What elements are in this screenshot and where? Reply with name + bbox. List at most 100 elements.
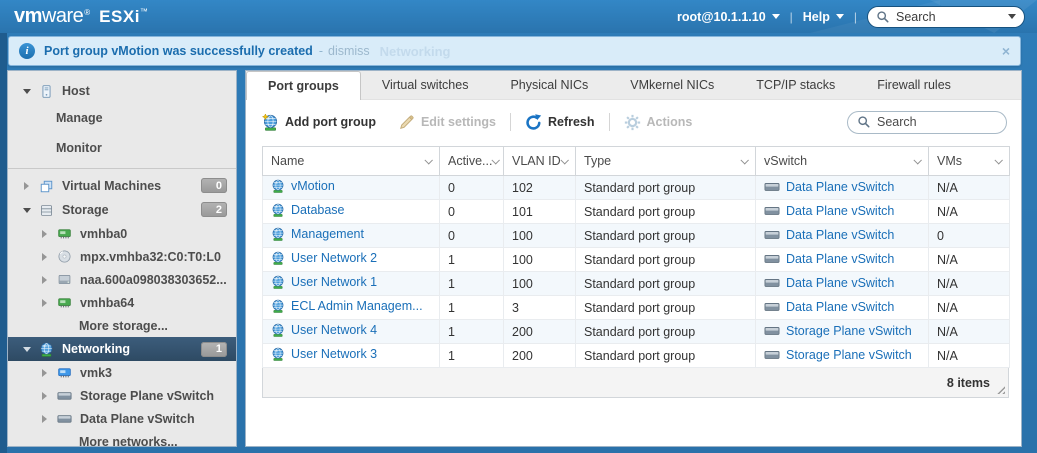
- tab-virtual-switches[interactable]: Virtual switches: [381, 78, 469, 92]
- table-row[interactable]: Database 0 101 Standard port group Data …: [262, 199, 1010, 224]
- sidebar-item-host[interactable]: Host: [8, 79, 236, 103]
- cell-type: Standard port group: [575, 247, 756, 272]
- collapse-arrow-icon[interactable]: [40, 414, 49, 423]
- tab-vmkernel-nics[interactable]: VMkernel NICs: [630, 78, 715, 92]
- user-menu[interactable]: root@10.1.1.10: [677, 10, 780, 24]
- column-menu-icon[interactable]: [913, 156, 922, 165]
- table-row[interactable]: Management 0 100 Standard port group Dat…: [262, 223, 1010, 248]
- global-search-input[interactable]: [896, 9, 996, 24]
- port-group-link[interactable]: vMotion: [291, 179, 335, 193]
- table-footer: 8 items: [262, 368, 1009, 398]
- column-header-name[interactable]: Name: [262, 146, 440, 176]
- tab-physical-nics[interactable]: Physical NICs: [510, 78, 589, 92]
- column-header-active[interactable]: Active...: [439, 146, 504, 176]
- close-icon[interactable]: ×: [1001, 43, 1010, 59]
- port-group-icon: [271, 179, 285, 193]
- vswitch-link[interactable]: Storage Plane vSwitch: [786, 323, 912, 338]
- sidebar-item-manage[interactable]: Manage: [8, 103, 236, 133]
- column-menu-icon[interactable]: [491, 156, 501, 165]
- logo-reg-mark: ®: [84, 8, 91, 17]
- port-group-link[interactable]: User Network 3: [291, 347, 378, 361]
- vswitch-link[interactable]: Storage Plane vSwitch: [786, 347, 912, 362]
- collapse-arrow-icon[interactable]: [22, 182, 31, 190]
- global-search[interactable]: [867, 5, 1025, 28]
- sidebar-item-label: mpx.vmhba32:C0:T0:L0: [80, 249, 222, 264]
- sidebar-item-storage-plane-vswitch[interactable]: Storage Plane vSwitch: [8, 384, 236, 407]
- column-menu-icon[interactable]: [424, 156, 433, 165]
- tab-firewall-rules[interactable]: Firewall rules: [877, 78, 951, 92]
- table-row[interactable]: vMotion 0 102 Standard port group Data P…: [262, 175, 1010, 200]
- collapse-arrow-icon[interactable]: [40, 275, 49, 284]
- port-group-icon: [271, 227, 285, 241]
- sidebar-item-label: vmk3: [80, 365, 112, 380]
- search-scope-caret-icon[interactable]: [1008, 14, 1016, 19]
- sidebar-item-monitor[interactable]: Monitor: [8, 133, 236, 163]
- column-menu-icon[interactable]: [994, 156, 1003, 165]
- port-group-link[interactable]: Database: [291, 203, 345, 217]
- chevron-down-icon: [771, 14, 780, 19]
- sidebar-item-vmhba0[interactable]: vmhba0: [8, 222, 236, 245]
- toolbar-divider: [509, 113, 511, 131]
- table-row[interactable]: User Network 1 1 100 Standard port group…: [262, 271, 1010, 296]
- expand-arrow-icon[interactable]: [22, 88, 31, 94]
- sidebar-item-data-plane-vswitch[interactable]: Data Plane vSwitch: [8, 407, 236, 430]
- cell-active-ports: 1: [439, 343, 504, 368]
- vswitch-link[interactable]: Data Plane vSwitch: [786, 275, 895, 290]
- sidebar-item-vmk3[interactable]: vmk3: [8, 361, 236, 384]
- table-search[interactable]: [847, 110, 1007, 134]
- column-header-type[interactable]: Type: [575, 146, 756, 176]
- vswitch-link[interactable]: Data Plane vSwitch: [786, 299, 895, 314]
- sidebar-item-more-storage[interactable]: More storage...: [8, 314, 236, 337]
- port-group-link[interactable]: ECL Admin Managem...: [291, 299, 423, 313]
- column-menu-icon[interactable]: [740, 156, 749, 165]
- column-header-vlan-id[interactable]: VLAN ID: [503, 146, 576, 176]
- add-port-group-button[interactable]: Add port group: [262, 114, 376, 131]
- cdrom-icon: [57, 249, 72, 264]
- vswitch-link[interactable]: Data Plane vSwitch: [786, 179, 895, 194]
- tab-tcpip-stacks[interactable]: TCP/IP stacks: [756, 78, 836, 92]
- button-label: Actions: [646, 115, 693, 129]
- sidebar-item-networking[interactable]: Networking 1: [8, 337, 236, 361]
- actions-button[interactable]: Actions: [624, 114, 693, 131]
- port-group-link[interactable]: User Network 1: [291, 275, 378, 289]
- table-row[interactable]: User Network 4 1 200 Standard port group…: [262, 319, 1010, 344]
- table-row[interactable]: ECL Admin Managem... 1 3 Standard port g…: [262, 295, 1010, 320]
- collapse-arrow-icon[interactable]: [40, 252, 49, 261]
- expand-arrow-icon[interactable]: [22, 207, 31, 213]
- dismiss-link[interactable]: dismiss: [328, 44, 370, 58]
- cell-active-ports: 1: [439, 247, 504, 272]
- networking-icon: [39, 342, 54, 357]
- vswitch-link[interactable]: Data Plane vSwitch: [786, 227, 895, 242]
- sidebar-item-more-networks[interactable]: More networks...: [8, 430, 236, 453]
- tab-port-groups[interactable]: Port groups: [246, 71, 361, 100]
- collapse-arrow-icon[interactable]: [40, 298, 49, 307]
- vswitch-link[interactable]: Data Plane vSwitch: [786, 203, 895, 218]
- sidebar-item-storage[interactable]: Storage 2: [8, 198, 236, 222]
- vswitch-icon: [57, 390, 72, 401]
- sidebar-item-mpx-vmhba32[interactable]: mpx.vmhba32:C0:T0:L0: [8, 245, 236, 268]
- table-row[interactable]: User Network 3 1 200 Standard port group…: [262, 343, 1010, 368]
- vswitch-link[interactable]: Data Plane vSwitch: [786, 251, 895, 266]
- sidebar-item-vmhba64[interactable]: vmhba64: [8, 291, 236, 314]
- sidebar-item-naa-disk[interactable]: naa.600a098038303652...: [8, 268, 236, 291]
- port-group-link[interactable]: User Network 2: [291, 251, 378, 265]
- column-header-vms[interactable]: VMs: [928, 146, 1010, 176]
- collapse-arrow-icon[interactable]: [40, 391, 49, 400]
- cell-active-ports: 0: [439, 175, 504, 200]
- expand-arrow-icon[interactable]: [22, 346, 31, 352]
- port-group-link[interactable]: User Network 4: [291, 323, 378, 337]
- collapse-arrow-icon[interactable]: [40, 368, 49, 377]
- column-menu-icon[interactable]: [560, 156, 569, 165]
- help-menu[interactable]: Help: [803, 10, 844, 24]
- sidebar-item-virtual-machines[interactable]: Virtual Machines 0: [8, 174, 236, 198]
- table-search-input[interactable]: [877, 115, 987, 129]
- sidebar-item-label: Networking: [62, 342, 131, 356]
- resize-handle-icon[interactable]: [996, 385, 1005, 394]
- cell-type: Standard port group: [575, 175, 756, 200]
- port-group-link[interactable]: Management: [291, 227, 364, 241]
- refresh-button[interactable]: Refresh: [525, 114, 595, 131]
- column-header-vswitch[interactable]: vSwitch: [755, 146, 929, 176]
- table-row[interactable]: User Network 2 1 100 Standard port group…: [262, 247, 1010, 272]
- edit-settings-button[interactable]: Edit settings: [398, 114, 496, 131]
- collapse-arrow-icon[interactable]: [40, 229, 49, 238]
